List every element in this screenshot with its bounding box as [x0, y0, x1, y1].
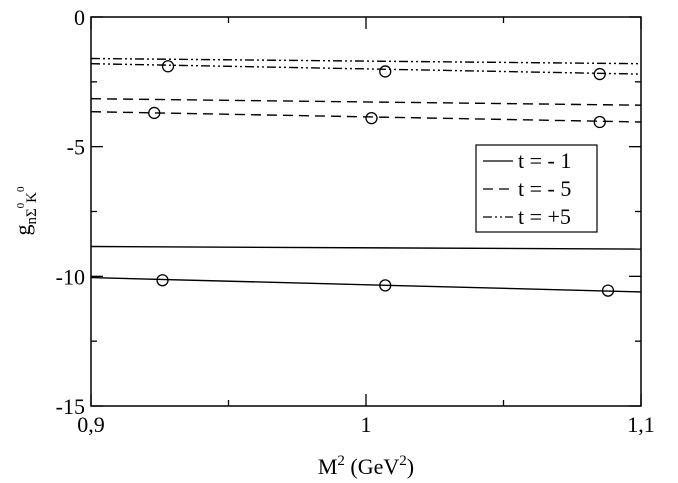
data-marker-5 [593, 115, 606, 129]
x-axis-title-base: M [318, 454, 338, 479]
y-tick-label-3: -15 [56, 394, 85, 419]
series-lines [90, 57, 642, 293]
legend-label-2: t = - 5 [518, 176, 571, 201]
data-markers [148, 60, 615, 297]
legend-label-1: t = - 1 [518, 148, 571, 173]
series-line-5 [90, 63, 642, 75]
data-marker-6 [156, 274, 169, 287]
series-line-4 [90, 57, 642, 65]
x-tick-label-1: 1 [361, 412, 372, 437]
tick-labels: 0,9 1 1,1 0 -5 -10 -15 [56, 5, 655, 437]
y-axis-title-sub2: K [24, 192, 40, 203]
data-marker-3 [148, 106, 161, 120]
series-line-2 [90, 98, 642, 106]
y-tick-label-2: -10 [56, 264, 85, 289]
y-tick-label-1: -5 [67, 135, 85, 160]
axis-ticks [90, 16, 642, 407]
data-marker-0 [161, 60, 175, 73]
data-marker-8 [601, 284, 615, 297]
x-axis-title-sup2: 2 [399, 453, 407, 469]
data-marker-2 [593, 67, 606, 81]
x-axis-title-end: ) [407, 454, 414, 479]
series-line-0 [90, 245, 642, 250]
data-marker-4 [365, 111, 378, 125]
y-axis-title-sup1: 0 [15, 202, 27, 208]
series-line-1 [90, 276, 642, 293]
x-axis-title-sup1: 2 [337, 453, 345, 469]
y-axis-title-sub1: nΣ [24, 208, 40, 224]
y-axis-title-sup2: 0 [15, 186, 27, 192]
y-tick-label-0: 0 [74, 5, 85, 30]
y-axis-title-base: g [10, 225, 35, 236]
data-marker-7 [379, 279, 392, 292]
x-tick-label-2: 1,1 [627, 412, 655, 437]
legend: t = - 1 t = - 5 t = +5 [475, 144, 598, 233]
legend-label-3: t = +5 [518, 204, 571, 229]
data-marker-1 [379, 65, 392, 78]
x-axis-title-mid: (GeV [345, 454, 399, 479]
x-axis-title: M2 (GeV2) [318, 453, 414, 479]
x-tick-label-0: 0,9 [77, 412, 105, 437]
y-axis-title: gnΣ0K0 [10, 186, 40, 236]
